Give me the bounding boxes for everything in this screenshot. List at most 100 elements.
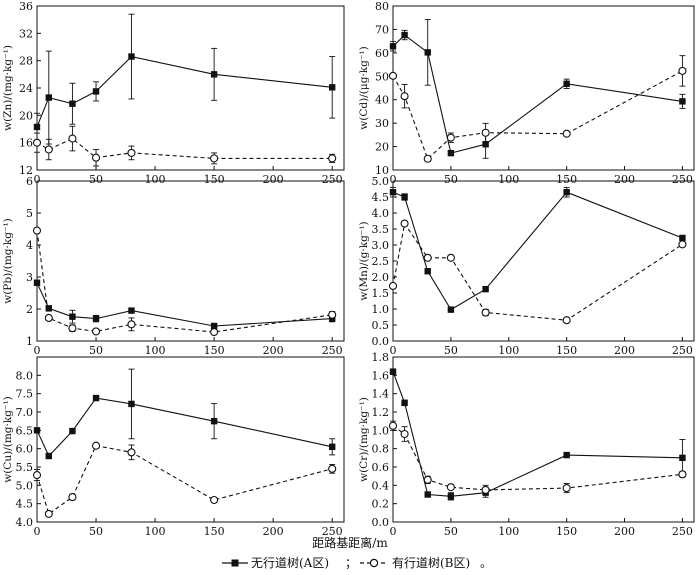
series-b-point	[388, 71, 398, 80]
series-b-line	[36, 230, 333, 333]
y-tick-label: 3.5	[372, 223, 390, 236]
y-axis-label: w(Pb)/(mg·kg⁻¹)	[2, 218, 14, 304]
x-tick-label: 0	[390, 344, 397, 357]
series-b-point	[127, 148, 136, 157]
series-a-point	[679, 234, 686, 242]
x-tick-label: 250	[322, 344, 343, 357]
series-a-point	[210, 322, 218, 330]
x-tick-label: 100	[145, 344, 166, 357]
series-b-point	[210, 327, 219, 337]
y-tick-label: 80	[375, 0, 389, 13]
x-tick-label: 150	[204, 525, 225, 538]
series-b-point	[562, 484, 571, 493]
series-b-point	[44, 145, 53, 154]
series-a-point	[563, 189, 570, 196]
x-tick-label: 100	[498, 173, 519, 186]
x-tick-label: 50	[89, 525, 103, 538]
series-a-point	[447, 306, 455, 313]
series-b-point	[68, 134, 77, 143]
y-tick-label: 1.8	[372, 351, 390, 364]
x-tick-label: 0	[390, 173, 397, 186]
panel-6: 0.0 0.2 0.4 0.6 0.8 1.0 1.2 1.4 1.6 1.8 0 50 100 150 2…	[358, 351, 695, 538]
series-a-line	[36, 282, 333, 327]
series-b-point	[91, 153, 101, 162]
series-b-line	[392, 425, 683, 491]
y-tick-label: 5.0	[16, 479, 34, 492]
series-a-point	[45, 452, 53, 460]
x-tick-label: 250	[322, 525, 343, 538]
x-tick-label: 200	[614, 173, 635, 186]
legend-label-a: 无行道树(A区)	[251, 555, 329, 570]
y-tick-label: 8.0	[16, 369, 34, 382]
y-tick-label: 4.0	[16, 516, 34, 529]
y-tick-label: 60	[375, 47, 389, 60]
series-b-point	[678, 66, 687, 75]
y-tick-label: 24	[19, 82, 33, 95]
plot-frame	[36, 5, 345, 171]
series-b-point	[400, 92, 409, 101]
y-tick-label: 6.0	[16, 443, 34, 456]
series-a-line	[392, 371, 683, 497]
series-a-point	[563, 80, 570, 87]
series-b-point	[328, 310, 337, 319]
series-b-point	[210, 495, 219, 505]
series-b-point	[423, 253, 432, 262]
series-a-point	[210, 417, 218, 425]
x-tick-label: 150	[204, 173, 225, 186]
x-tick-label: 150	[204, 344, 225, 357]
y-tick-label: 1.6	[372, 369, 390, 382]
y-tick-label: 0.4	[372, 479, 390, 492]
series-a-point	[447, 493, 455, 500]
y-axis-label: w(Mn)/(g·kg⁻¹)	[358, 221, 370, 300]
y-tick-label: 1.5	[372, 287, 390, 300]
x-tick-label: 50	[444, 344, 458, 357]
x-tick-label: 50	[89, 173, 103, 186]
y-tick-label: 0.0	[372, 335, 390, 348]
x-tick-label: 100	[145, 173, 166, 186]
y-tick-label: 28	[19, 55, 33, 68]
series-a-point	[210, 71, 218, 78]
series-b-line	[36, 445, 333, 515]
series-a-point	[33, 427, 41, 434]
x-tick-label: 250	[672, 525, 693, 538]
series-b-point	[400, 219, 409, 228]
legend-label-b: 有行道树(B区)	[392, 555, 470, 570]
y-tick-label: 32	[19, 27, 33, 40]
y-tick-label: 20	[375, 141, 389, 154]
y-axis-label: w(Cu)/(mg·kg⁻¹)	[2, 396, 14, 483]
series-b-line	[36, 137, 333, 159]
series-b-point	[678, 470, 687, 479]
series-b-point	[32, 138, 42, 147]
x-tick-label: 0	[34, 173, 41, 186]
plot-frame	[36, 356, 345, 523]
series-a-point	[128, 400, 135, 408]
y-tick-label: 0.5	[372, 319, 390, 332]
series-a-point	[328, 84, 336, 91]
y-tick-label: 0.6	[372, 461, 390, 474]
x-tick-label: 100	[145, 525, 166, 538]
series-a-point	[92, 315, 100, 322]
series-b-point	[328, 154, 337, 163]
y-tick-label: 4.0	[372, 207, 390, 220]
x-tick-label: 200	[614, 525, 635, 538]
panel-2: 10 20 30 40 50 60 70 80 0 50 100 150 200 250 w(Cd)/(μg…	[358, 0, 695, 186]
series-b-point	[127, 320, 136, 329]
series-a-point	[69, 100, 76, 107]
y-tick-label: 40	[375, 94, 389, 107]
series-a-point	[92, 88, 100, 95]
series-a-point	[563, 451, 570, 459]
y-tick-label: 36	[19, 0, 33, 13]
panel-5: 4.0 4.5 5.0 5.5 6.0 6.5 7.0 7.5 8.0 0 50 100 150 200 2…	[2, 356, 345, 538]
x-tick-label: 100	[498, 344, 519, 357]
y-tick-label: 50	[375, 70, 389, 83]
series-b-point	[210, 154, 219, 163]
plot-frame	[392, 5, 695, 171]
series-a-point	[482, 141, 489, 148]
series-a-point	[128, 307, 135, 314]
y-tick-label: 5.5	[16, 461, 34, 474]
y-tick-label: 4.5	[16, 498, 34, 511]
x-tick-label: 200	[263, 525, 284, 538]
y-tick-label: 4	[26, 239, 33, 252]
